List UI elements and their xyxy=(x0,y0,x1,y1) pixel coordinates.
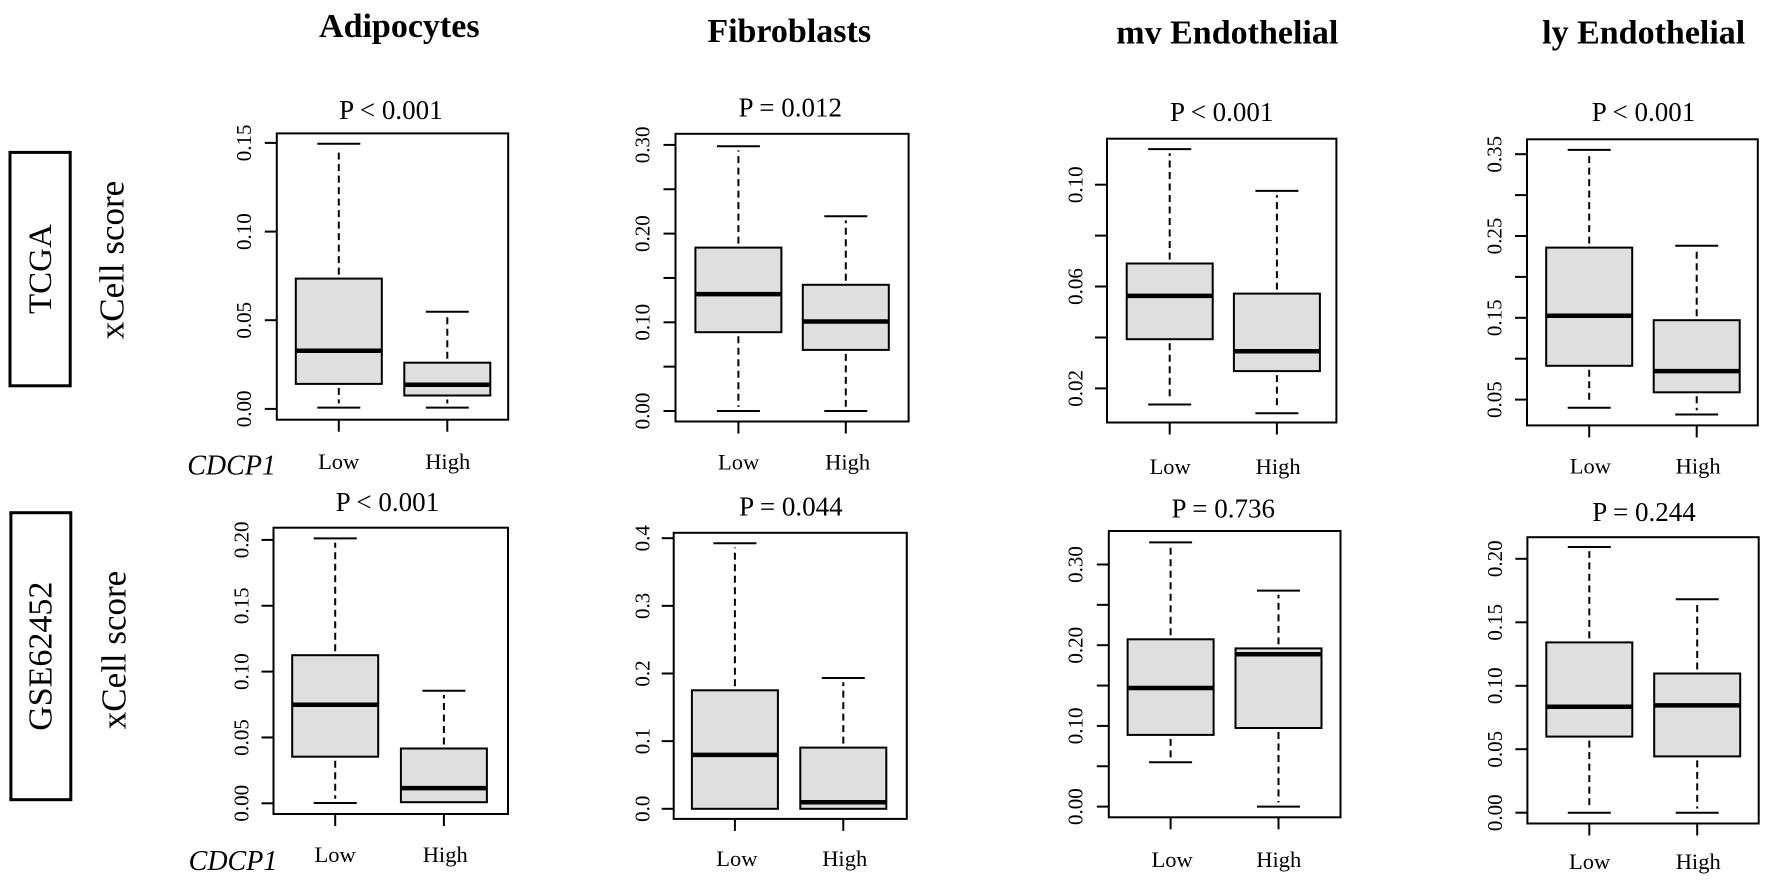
svg-text:0.10: 0.10 xyxy=(631,304,655,341)
svg-text:CDCP1: CDCP1 xyxy=(189,846,278,877)
svg-text:High: High xyxy=(822,846,867,871)
svg-text:0.20: 0.20 xyxy=(230,522,254,559)
svg-text:0.15: 0.15 xyxy=(1483,299,1507,336)
svg-text:0.00: 0.00 xyxy=(1064,788,1088,825)
svg-text:High: High xyxy=(425,449,470,474)
svg-text:Adipocytes: Adipocytes xyxy=(319,8,480,45)
svg-text:0.0: 0.0 xyxy=(631,796,655,822)
svg-text:Low: Low xyxy=(314,842,356,867)
svg-text:Low: Low xyxy=(1569,849,1611,874)
svg-text:High: High xyxy=(1256,847,1301,872)
svg-text:0.35: 0.35 xyxy=(1483,136,1507,173)
svg-text:0.2: 0.2 xyxy=(631,660,655,686)
svg-text:0.20: 0.20 xyxy=(631,215,655,252)
svg-text:P = 0.012: P = 0.012 xyxy=(739,93,843,123)
svg-text:Low: Low xyxy=(318,449,360,474)
svg-text:0.00: 0.00 xyxy=(230,785,254,822)
svg-text:0.20: 0.20 xyxy=(1064,627,1088,664)
svg-text:0.30: 0.30 xyxy=(631,127,655,164)
svg-text:0.10: 0.10 xyxy=(232,213,256,250)
svg-text:Low: Low xyxy=(1151,847,1193,872)
svg-text:0.1: 0.1 xyxy=(631,728,655,754)
svg-text:P < 0.001: P < 0.001 xyxy=(1592,97,1696,127)
svg-text:Low: Low xyxy=(718,450,760,475)
svg-text:0.10: 0.10 xyxy=(230,653,254,690)
svg-text:Low: Low xyxy=(716,846,758,871)
svg-text:High: High xyxy=(1676,454,1721,479)
svg-text:P = 0.244: P = 0.244 xyxy=(1592,497,1696,527)
svg-text:0.05: 0.05 xyxy=(1483,381,1507,418)
svg-text:0.25: 0.25 xyxy=(1483,218,1507,255)
svg-text:High: High xyxy=(1676,849,1721,874)
svg-text:Low: Low xyxy=(1150,454,1192,479)
svg-text:0.15: 0.15 xyxy=(1483,604,1507,641)
svg-text:P < 0.001: P < 0.001 xyxy=(1170,97,1274,127)
svg-text:0.02: 0.02 xyxy=(1064,370,1088,407)
svg-text:0.30: 0.30 xyxy=(1064,546,1088,583)
svg-text:mv Endothelial: mv Endothelial xyxy=(1116,14,1338,51)
svg-text:0.15: 0.15 xyxy=(230,587,254,624)
svg-text:0.10: 0.10 xyxy=(1064,166,1088,203)
svg-text:0.05: 0.05 xyxy=(230,719,254,756)
svg-text:P = 0.736: P = 0.736 xyxy=(1172,494,1276,524)
svg-text:xCell score: xCell score xyxy=(94,571,133,729)
svg-text:P < 0.001: P < 0.001 xyxy=(336,487,440,517)
svg-text:xCell score: xCell score xyxy=(93,181,132,339)
svg-text:0.20: 0.20 xyxy=(1483,540,1507,577)
svg-text:0.3: 0.3 xyxy=(631,593,655,619)
svg-text:CDCP1: CDCP1 xyxy=(187,451,276,482)
svg-text:GSE62452: GSE62452 xyxy=(23,582,60,731)
svg-text:TCGA: TCGA xyxy=(23,224,59,314)
svg-text:0.05: 0.05 xyxy=(232,302,256,339)
svg-text:0.00: 0.00 xyxy=(631,393,655,430)
svg-text:ly Endothelial: ly Endothelial xyxy=(1542,14,1745,51)
svg-text:P = 0.044: P = 0.044 xyxy=(739,492,843,522)
svg-text:0.00: 0.00 xyxy=(232,391,256,428)
svg-text:0.15: 0.15 xyxy=(232,125,256,162)
svg-text:0.05: 0.05 xyxy=(1483,731,1507,768)
svg-text:0.10: 0.10 xyxy=(1064,708,1088,745)
svg-text:High: High xyxy=(423,842,468,867)
svg-text:Low: Low xyxy=(1570,454,1612,479)
svg-text:0.4: 0.4 xyxy=(631,525,655,552)
svg-text:Fibroblasts: Fibroblasts xyxy=(707,13,871,50)
svg-text:0.10: 0.10 xyxy=(1483,667,1507,704)
svg-text:High: High xyxy=(1256,454,1301,479)
svg-text:0.00: 0.00 xyxy=(1483,794,1507,831)
svg-text:High: High xyxy=(825,450,870,475)
svg-text:0.06: 0.06 xyxy=(1064,268,1088,305)
svg-text:P < 0.001: P < 0.001 xyxy=(339,95,443,125)
